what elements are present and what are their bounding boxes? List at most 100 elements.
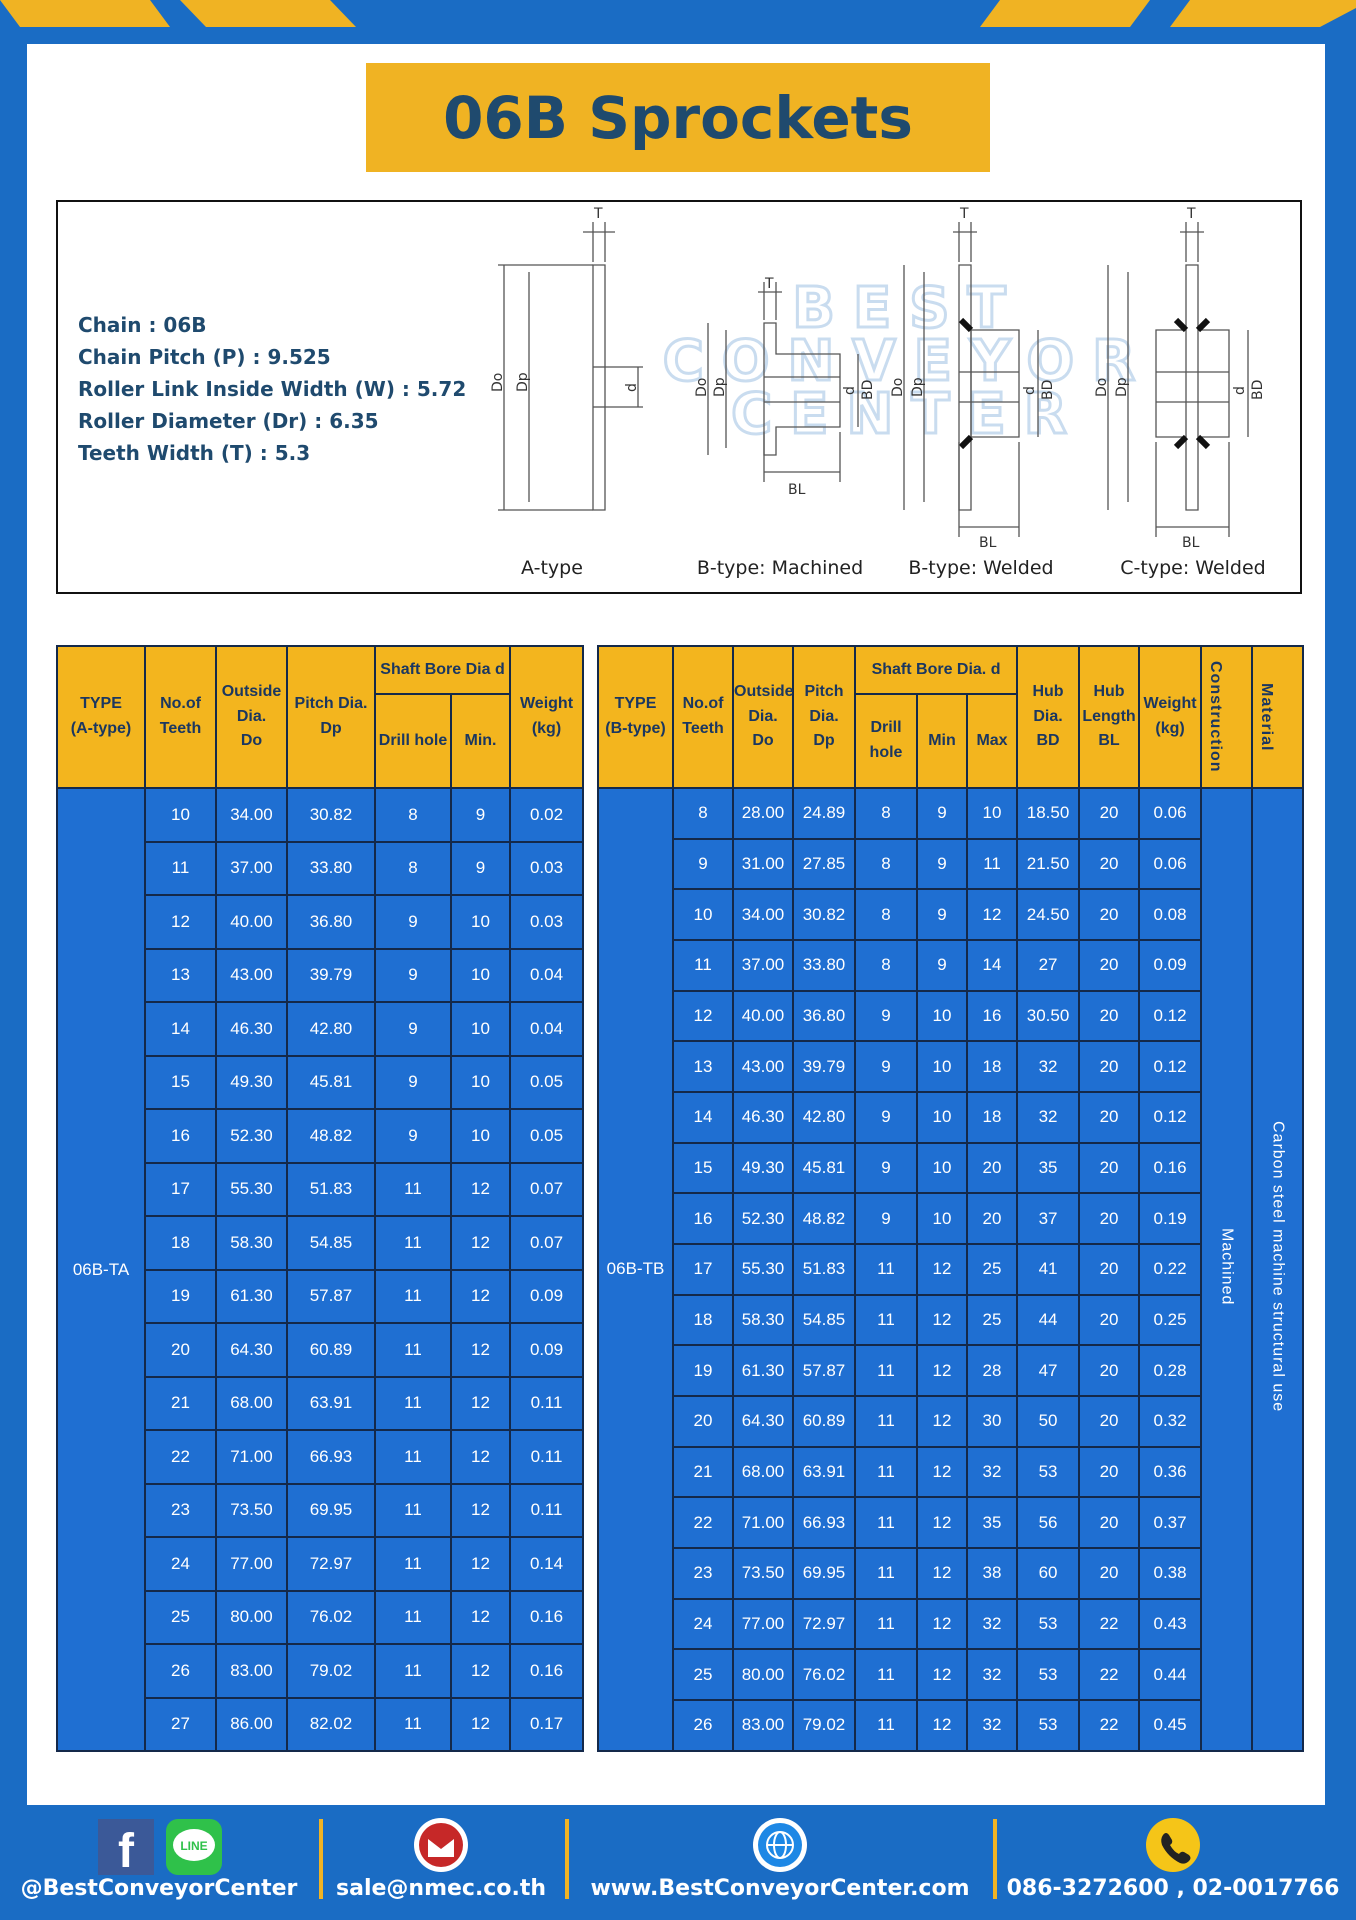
data-cell: 0.08 xyxy=(1138,888,1203,942)
data-cell: 64.30 xyxy=(215,1322,288,1378)
data-cell: 32 xyxy=(965,1445,1019,1499)
header-vertical: Material xyxy=(1257,682,1275,752)
data-cell: 20 xyxy=(144,1322,217,1378)
header-row: Drill hole Min Max xyxy=(598,693,1303,789)
type-caption: B-type: Machined xyxy=(697,557,863,579)
phone-icon[interactable] xyxy=(1146,1818,1200,1872)
header-line: Teeth xyxy=(682,720,724,737)
footer-phone[interactable]: 086-3272600 , 02-0017766 xyxy=(1006,1876,1340,1901)
data-cell: 9 xyxy=(374,947,452,1003)
data-cell: 66.93 xyxy=(286,1429,376,1485)
construction-value: Machined xyxy=(1218,1228,1236,1306)
data-cell: 76.02 xyxy=(792,1648,856,1702)
data-cell: 9 xyxy=(916,837,968,891)
header-line: (kg) xyxy=(1155,720,1185,737)
data-cell: 12 xyxy=(450,1161,511,1217)
header-cell: Hub Length BL xyxy=(1078,645,1141,789)
data-cell: 0.07 xyxy=(509,1161,584,1217)
dim-label: Do xyxy=(890,378,906,397)
data-row: 24 77.00 72.97 11 12 0.14 xyxy=(57,1536,584,1592)
construction-cell: Machined xyxy=(1200,787,1254,1752)
data-cell: 0.16 xyxy=(509,1643,584,1699)
header-line: Weight xyxy=(1143,695,1197,713)
data-cell: 37.00 xyxy=(732,939,794,992)
data-cell: 48.82 xyxy=(792,1192,856,1246)
header-cell: Shaft Bore Dia. d xyxy=(853,645,1019,695)
data-cell: 10 xyxy=(916,989,968,1043)
data-cell: 10 xyxy=(916,1040,968,1094)
data-cell: 37 xyxy=(1016,1192,1081,1246)
data-cell: 0.44 xyxy=(1138,1648,1203,1702)
data-cell: 12 xyxy=(916,1243,968,1296)
data-cell: 50 xyxy=(1016,1395,1081,1448)
header-sub: Min xyxy=(928,731,956,749)
dim-label: T xyxy=(764,276,774,292)
type-caption: B-type: Welded xyxy=(908,557,1053,579)
data-cell: 49.30 xyxy=(215,1054,288,1110)
data-cell: 14 xyxy=(965,939,1019,992)
data-cell: 12 xyxy=(450,1696,511,1752)
data-cell: 77.00 xyxy=(732,1597,794,1651)
data-cell: 15 xyxy=(144,1054,217,1110)
dim-label: Do xyxy=(490,373,506,392)
data-cell: 14 xyxy=(672,1091,734,1144)
data-row: 13 43.00 39.79 9 10 0.04 xyxy=(57,947,584,1003)
data-cell: 20 xyxy=(1078,1445,1141,1499)
data-cell: 10 xyxy=(450,894,511,950)
data-cell: 18 xyxy=(144,1215,217,1271)
facebook-icon[interactable] xyxy=(98,1819,154,1875)
data-cell: 0.12 xyxy=(1138,1040,1203,1094)
data-cell: 51.83 xyxy=(792,1243,856,1296)
data-cell: 80.00 xyxy=(732,1648,794,1702)
data-cell: 73.50 xyxy=(215,1482,288,1538)
header-cell: Weight (kg) xyxy=(509,645,584,789)
data-cell: 11 xyxy=(965,837,1019,891)
data-cell: 9 xyxy=(450,840,511,896)
data-cell: 20 xyxy=(1078,1293,1141,1347)
data-cell: 30.82 xyxy=(286,787,376,843)
header-cell: Min xyxy=(916,693,968,789)
spec-line: Chain : 06B xyxy=(78,313,207,337)
header-row: TYPE (A-type) No.of Teeth Outside Dia. Do Pitch… xyxy=(56,645,584,789)
header-line: Dia. xyxy=(748,707,778,725)
data-row: 22 71.00 66.93 11 12 35 56 20 0.37 xyxy=(598,1496,1303,1550)
data-cell: 25 xyxy=(672,1648,734,1702)
data-cell: 0.16 xyxy=(1138,1141,1203,1195)
header-line: Dp xyxy=(320,720,342,737)
footer-website[interactable]: www.BestConveyorCenter.com xyxy=(590,1876,970,1901)
header-row: Drill hole Min. xyxy=(57,693,583,789)
footer-email[interactable]: sale@nmec.co.th xyxy=(336,1876,546,1901)
data-cell: 10 xyxy=(450,1108,511,1164)
data-cell: 12 xyxy=(450,1429,511,1485)
header-cell: Shaft Bore Dia d xyxy=(374,645,511,695)
data-cell: 53 xyxy=(1016,1699,1081,1752)
data-cell: 46.30 xyxy=(732,1091,794,1144)
header-line: Outside xyxy=(734,682,794,700)
data-cell: 58.30 xyxy=(215,1215,288,1271)
data-cell: 0.05 xyxy=(509,1108,584,1164)
data-row: 20 64.30 60.89 11 12 0.09 xyxy=(57,1322,584,1378)
data-cell: 24 xyxy=(144,1536,217,1592)
header-group: Shaft Bore Dia d xyxy=(380,660,505,678)
data-cell: 42.80 xyxy=(792,1091,856,1144)
data-cell: 71.00 xyxy=(215,1429,288,1485)
data-cell: 16 xyxy=(965,989,1019,1043)
data-cell: 37.00 xyxy=(215,840,288,896)
data-cell: 73.50 xyxy=(732,1547,794,1600)
dim-label: T xyxy=(593,206,603,222)
data-row: 22 71.00 66.93 11 12 0.11 xyxy=(57,1429,584,1485)
data-row: 27 86.00 82.02 11 12 0.17 xyxy=(57,1696,584,1752)
data-cell: 44 xyxy=(1016,1293,1081,1347)
header-line: Dp xyxy=(813,732,835,750)
watermark: BEST CONVEYOR CENTER xyxy=(661,275,1136,449)
data-cell: 20 xyxy=(1078,1040,1141,1094)
footer-social[interactable]: @BestConveyorCenter xyxy=(20,1876,298,1901)
data-row: 21 68.00 63.91 11 12 32 53 20 0.36 xyxy=(598,1445,1303,1499)
data-cell: 12 xyxy=(450,1375,511,1431)
header-line: TYPE xyxy=(80,695,122,713)
data-cell: 27 xyxy=(144,1696,217,1752)
data-cell: 11 xyxy=(374,1322,452,1378)
data-cell: 69.95 xyxy=(286,1482,376,1538)
data-cell: 54.85 xyxy=(286,1215,376,1271)
data-cell: 11 xyxy=(374,1161,452,1217)
